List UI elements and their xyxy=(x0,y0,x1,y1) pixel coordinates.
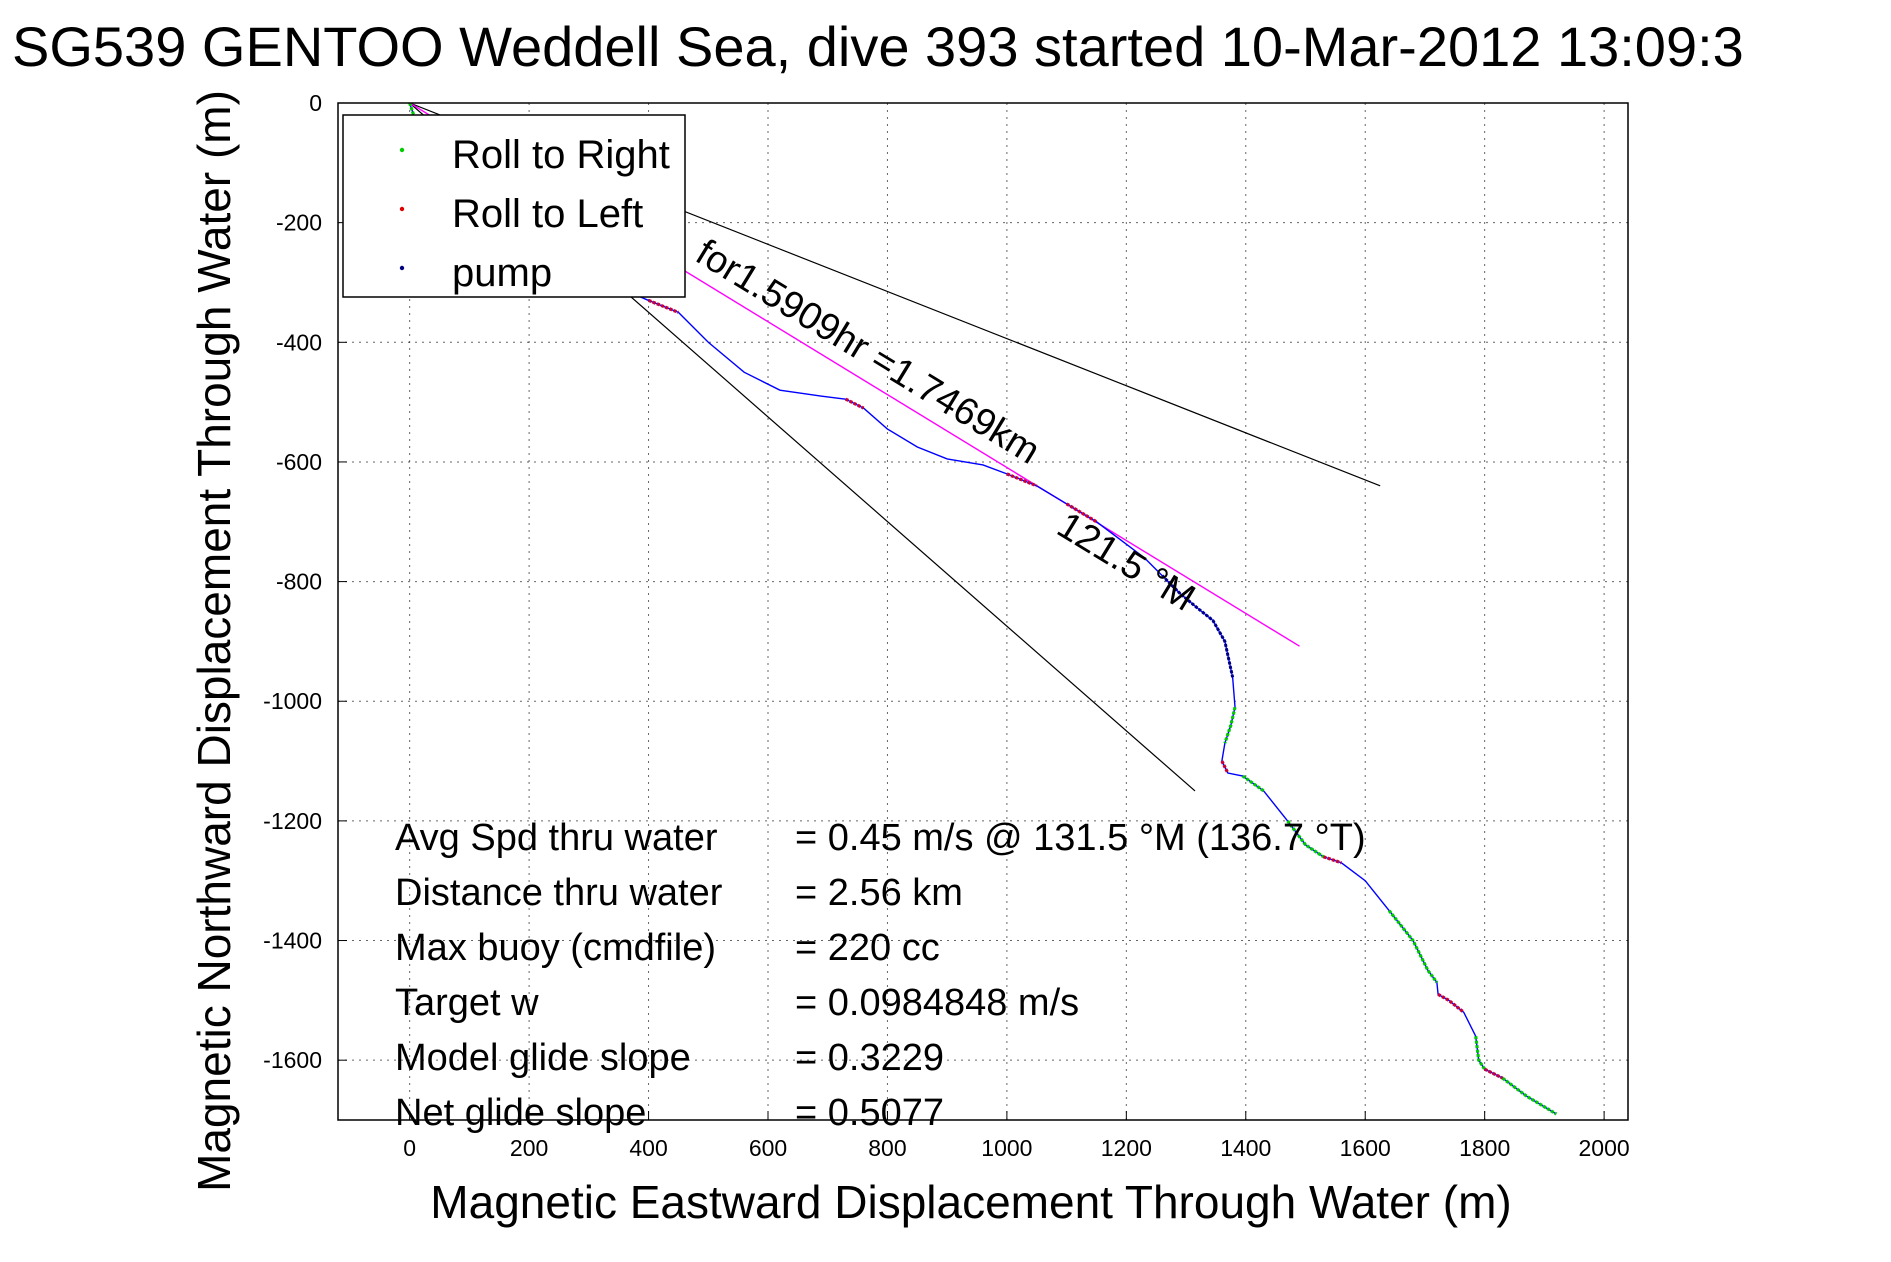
chart-title: SG539 GENTOO Weddell Sea, dive 393 start… xyxy=(12,15,1744,78)
roll-right-segment xyxy=(1223,706,1237,744)
roll-left-segment xyxy=(1437,992,1465,1014)
stat-value: = 0.45 m/s @ 131.5 °M (136.7 °T) xyxy=(795,817,1366,859)
y-tick-label: -400 xyxy=(276,329,322,355)
stat-label: Model glide slope xyxy=(395,1037,691,1079)
x-axis-label: Magnetic Eastward Displacement Through W… xyxy=(430,1176,1511,1228)
x-tick-label: 400 xyxy=(629,1135,667,1161)
roll-left-segment xyxy=(844,397,865,410)
stat-value: = 220 cc xyxy=(795,927,940,969)
legend-label-roll-left: Roll to Left xyxy=(452,192,643,236)
legend-marker-pump xyxy=(399,265,405,271)
y-tick-label: -1200 xyxy=(263,808,322,834)
y-tick-label: -600 xyxy=(276,449,322,475)
roll-right-segment xyxy=(1474,1036,1486,1071)
y-tick-label: -1600 xyxy=(263,1047,322,1073)
stat-value: = 0.5077 xyxy=(795,1092,944,1134)
legend-label-roll-right: Roll to Right xyxy=(452,133,670,177)
y-tick-label: -200 xyxy=(276,210,322,236)
legend-box xyxy=(342,114,686,298)
roll-right-segment xyxy=(1387,909,1439,984)
legend-entry-roll-left: Roll to Left xyxy=(399,192,643,236)
y-tick-label: -1400 xyxy=(263,928,322,954)
legend: Roll to Right Roll to Left pump xyxy=(342,114,686,298)
x-tick-label: 600 xyxy=(749,1135,787,1161)
dive-statistics: Avg Spd thru water = 0.45 m/s @ 131.5 °M … xyxy=(395,817,1366,1134)
gridlines xyxy=(338,102,1628,1120)
y-tick-label: -1000 xyxy=(263,688,322,714)
roll-left-segment xyxy=(1483,1067,1504,1080)
track-line xyxy=(409,103,1557,1115)
stat-value: = 0.3229 xyxy=(795,1037,944,1079)
legend-label-pump: pump xyxy=(452,251,552,295)
legend-entry-roll-right: Roll to Right xyxy=(399,133,670,177)
y-axis-ticks: 0 -200 -400 -600 -800 -1000 -1200 -1400 -1600 xyxy=(263,90,347,1073)
stat-label: Distance thru water xyxy=(395,872,723,914)
x-tick-label: 1400 xyxy=(1220,1135,1271,1161)
roll-left-segment xyxy=(1006,472,1038,488)
x-tick-label: 0 xyxy=(403,1135,416,1161)
x-axis-ticks: 0 200 400 600 800 1000 1200 1400 1600 1800 2000 xyxy=(403,1111,1630,1161)
roll-markers xyxy=(408,103,1558,1116)
x-tick-label: 1200 xyxy=(1101,1135,1152,1161)
stat-label: Net glide slope xyxy=(395,1092,646,1134)
stat-label: Target w xyxy=(395,982,539,1024)
stat-label: Avg Spd thru water xyxy=(395,817,718,859)
line-label: 121.5 °M xyxy=(1050,504,1202,619)
stat-label: Max buoy (cmdfile) xyxy=(395,927,716,969)
stat-value: = 0.0984848 m/s xyxy=(795,982,1079,1024)
plot-frame xyxy=(337,102,1629,1121)
roll-left-segment xyxy=(1322,855,1342,865)
roll-right-segment xyxy=(1286,819,1325,859)
y-tick-label: 0 xyxy=(309,90,322,116)
legend-entry-pump: pump xyxy=(399,251,552,295)
y-tick-label: -800 xyxy=(276,569,322,595)
line-label: for1.5909hr =1.7469km xyxy=(689,232,1047,473)
y-axis-label: Magnetic Northward Displacement Through … xyxy=(188,90,240,1192)
x-tick-label: 2000 xyxy=(1579,1135,1630,1161)
roll-left-segment xyxy=(1220,760,1230,774)
x-tick-label: 200 xyxy=(510,1135,548,1161)
x-tick-label: 1600 xyxy=(1340,1135,1391,1161)
legend-marker-roll-left xyxy=(399,206,405,212)
stat-value: = 2.56 km xyxy=(795,872,963,914)
x-tick-label: 1800 xyxy=(1459,1135,1510,1161)
legend-marker-roll-right xyxy=(399,147,405,153)
roll-left-segment xyxy=(1065,502,1098,524)
roll-right-segment xyxy=(1501,1076,1558,1116)
x-tick-label: 1000 xyxy=(981,1135,1032,1161)
dive-track xyxy=(409,103,1557,1115)
x-tick-label: 800 xyxy=(868,1135,906,1161)
roll-left-segment xyxy=(647,298,680,314)
